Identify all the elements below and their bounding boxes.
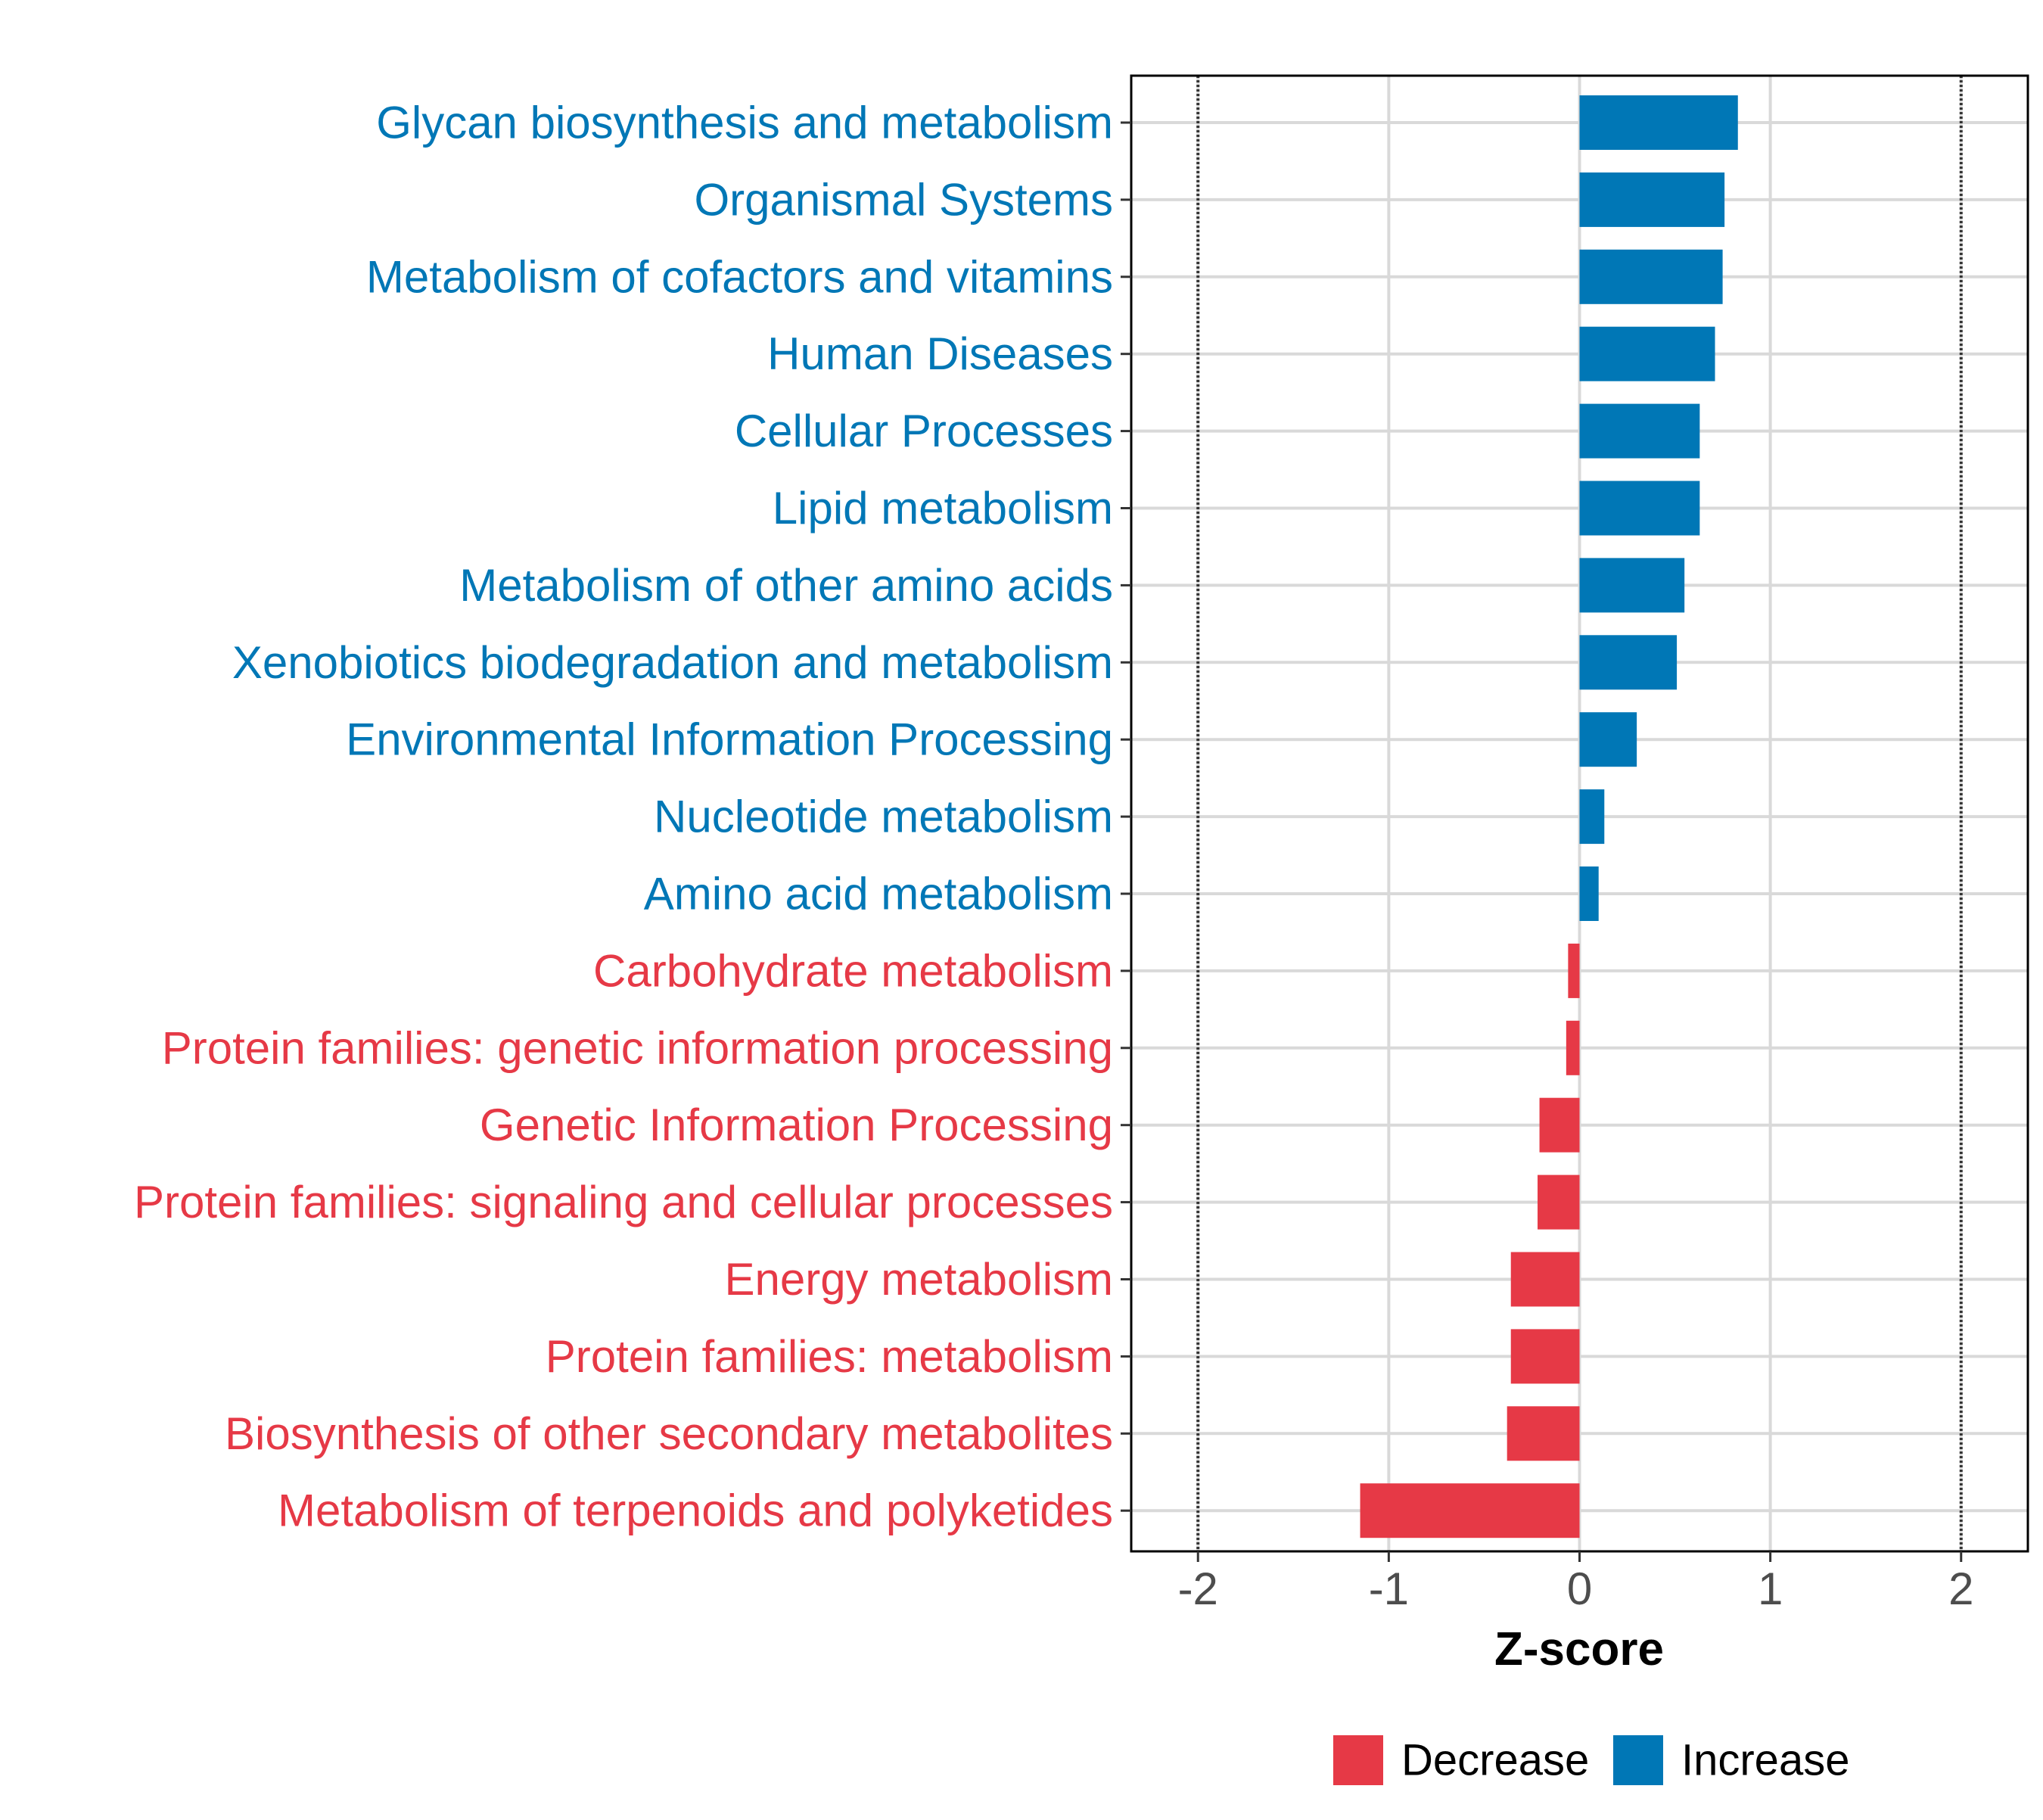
bar	[1360, 1483, 1580, 1538]
x-tick-label: 1	[1758, 1563, 1783, 1614]
y-tick-label: Metabolism of terpenoids and polyketides	[278, 1486, 1113, 1536]
y-tick-label: Human Diseases	[767, 328, 1113, 379]
bar	[1568, 943, 1580, 998]
bar	[1539, 1097, 1580, 1153]
bar	[1579, 249, 1723, 304]
y-tick-label: Metabolism of cofactors and vitamins	[366, 251, 1113, 302]
x-tick-label: 0	[1567, 1563, 1592, 1614]
y-tick-label: Protein families: metabolism	[546, 1331, 1113, 1382]
bar	[1579, 481, 1700, 536]
bar	[1579, 326, 1715, 381]
bar	[1510, 1329, 1580, 1384]
y-tick-label: Environmental Information Processing	[346, 714, 1113, 765]
bar	[1579, 403, 1700, 459]
legend: Decrease Increase	[1333, 1735, 1849, 1785]
bar	[1579, 558, 1685, 613]
bar	[1579, 866, 1599, 921]
bar	[1579, 635, 1678, 690]
bar-layer	[1360, 95, 1738, 1538]
legend-label: Increase	[1681, 1736, 1849, 1785]
reference-line-layer	[1196, 76, 1963, 1551]
y-tick-label: Amino acid metabolism	[644, 869, 1113, 919]
axis-layer: Glycan biosynthesis and metabolism Organi…	[134, 98, 1973, 1615]
bar	[1510, 1252, 1580, 1307]
bar	[1579, 712, 1637, 767]
x-tick-label: 2	[1948, 1563, 1973, 1614]
x-tick-label: -2	[1178, 1563, 1218, 1614]
y-tick-label: Energy metabolism	[724, 1254, 1113, 1305]
bar	[1579, 172, 1725, 227]
y-tick-label: Cellular Processes	[735, 406, 1113, 456]
y-tick-label: Xenobiotics biodegradation and metabolis…	[232, 637, 1113, 688]
x-tick-label: -1	[1369, 1563, 1409, 1614]
y-tick-label: Protein families: signaling and cellular…	[134, 1177, 1113, 1227]
bar	[1566, 1020, 1580, 1075]
legend-swatch	[1613, 1735, 1663, 1785]
y-tick-label: Biosynthesis of other secondary metaboli…	[225, 1408, 1113, 1459]
legend-swatch	[1333, 1735, 1383, 1785]
y-tick-label: Glycan biosynthesis and metabolism	[376, 98, 1113, 148]
y-tick-label: Nucleotide metabolism	[654, 792, 1113, 842]
y-tick-label: Organismal Systems	[695, 174, 1113, 225]
y-tick-label: Genetic Information Processing	[480, 1100, 1113, 1150]
y-tick-label: Lipid metabolism	[773, 483, 1113, 534]
bar	[1579, 95, 1738, 150]
bar	[1538, 1174, 1580, 1230]
y-tick-label: Metabolism of other amino acids	[459, 560, 1113, 611]
legend-label: Decrease	[1401, 1736, 1589, 1785]
y-tick-label: Protein families: genetic information pr…	[162, 1022, 1113, 1073]
bar	[1579, 789, 1605, 845]
x-axis-title: Z-score	[1494, 1623, 1664, 1675]
y-tick-label: Carbohydrate metabolism	[593, 945, 1113, 996]
bar	[1507, 1406, 1580, 1461]
